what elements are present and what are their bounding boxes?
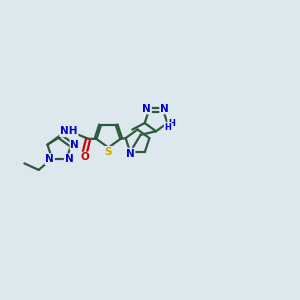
Text: H: H [168, 118, 175, 127]
Text: N: N [65, 154, 74, 164]
Text: N: N [126, 148, 135, 159]
Text: N: N [70, 140, 79, 150]
Text: H: H [164, 123, 171, 132]
Text: NH: NH [60, 126, 78, 136]
Text: O: O [80, 152, 89, 162]
Text: N: N [45, 154, 54, 164]
Text: S: S [105, 147, 112, 157]
Text: N: N [160, 103, 169, 114]
Text: N: N [142, 103, 151, 114]
